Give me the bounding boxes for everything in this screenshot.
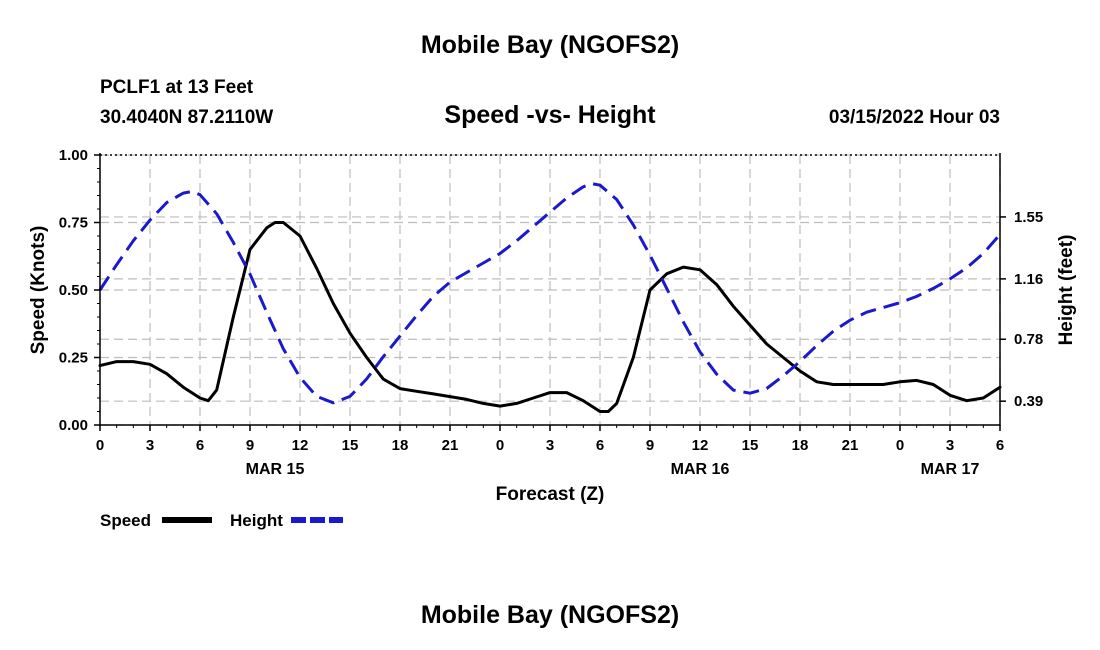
- x-tick-label: 9: [646, 437, 654, 454]
- y-axis-title: Speed (Knots): [28, 226, 49, 355]
- y2-tick-label: 1.55: [1014, 209, 1043, 226]
- x-axis-title: Forecast (Z): [496, 484, 605, 505]
- x-tick-label: 21: [842, 437, 859, 454]
- axis-labels: 0 3 6 9 12 15 18 21 0 3 6 9 12 15 18 21 0 3 6 MAR 15 MAR 16 M…: [28, 147, 1077, 505]
- footer-title: Mobile Bay (NGOFS2): [420, 601, 680, 629]
- x-tick-label: 15: [342, 437, 359, 454]
- x-tick-label: 0: [896, 437, 904, 454]
- y-tick-label: 0.00: [59, 417, 88, 434]
- x-tick-label: 0: [496, 437, 504, 454]
- date-label: MAR 17: [921, 461, 980, 478]
- x-tick-label: 18: [392, 437, 409, 454]
- x-tick-label: 6: [996, 437, 1004, 454]
- y-tick-label: 0.25: [59, 350, 88, 367]
- height-series-line: [98, 182, 1002, 405]
- date-label: MAR 15: [246, 461, 305, 478]
- station-coordinates: 30.4040N 87.2110W: [100, 107, 274, 128]
- x-tick-label: 18: [792, 437, 809, 454]
- y2-tick-label: 1.16: [1014, 271, 1043, 288]
- legend: Speed Height: [100, 511, 343, 530]
- axes: [94, 153, 1006, 431]
- station-label: PCLF1 at 13 Feet: [100, 77, 254, 98]
- x-tick-label: 3: [546, 437, 554, 454]
- legend-label-speed: Speed: [100, 511, 151, 530]
- x-tick-label: 12: [692, 437, 709, 454]
- x-tick-label: 3: [146, 437, 154, 454]
- legend-label-height: Height: [230, 511, 283, 530]
- y2-axis-title: Height (feet): [1056, 235, 1077, 346]
- y-tick-label: 0.75: [59, 215, 88, 232]
- chart-subtitle: Speed -vs- Height: [444, 101, 656, 129]
- y-tick-label: 1.00: [59, 147, 88, 164]
- x-tick-label: 9: [246, 437, 254, 454]
- y-tick-label: 0.50: [59, 282, 88, 299]
- y2-tick-label: 0.39: [1014, 393, 1043, 410]
- x-tick-label: 21: [442, 437, 459, 454]
- x-tick-label: 6: [596, 437, 604, 454]
- x-tick-label: 0: [96, 437, 104, 454]
- y2-tick-label: 0.78: [1014, 331, 1043, 348]
- speed-series-line: [98, 221, 1002, 413]
- x-tick-label: 15: [742, 437, 759, 454]
- forecast-run-time: 03/15/2022 Hour 03: [828, 107, 1000, 128]
- date-label: MAR 16: [671, 461, 730, 478]
- x-tick-label: 3: [946, 437, 954, 454]
- x-tick-label: 6: [196, 437, 204, 454]
- x-tick-label: 12: [292, 437, 309, 454]
- series-layer: [98, 182, 1002, 413]
- chart-title: Mobile Bay (NGOFS2): [420, 31, 680, 59]
